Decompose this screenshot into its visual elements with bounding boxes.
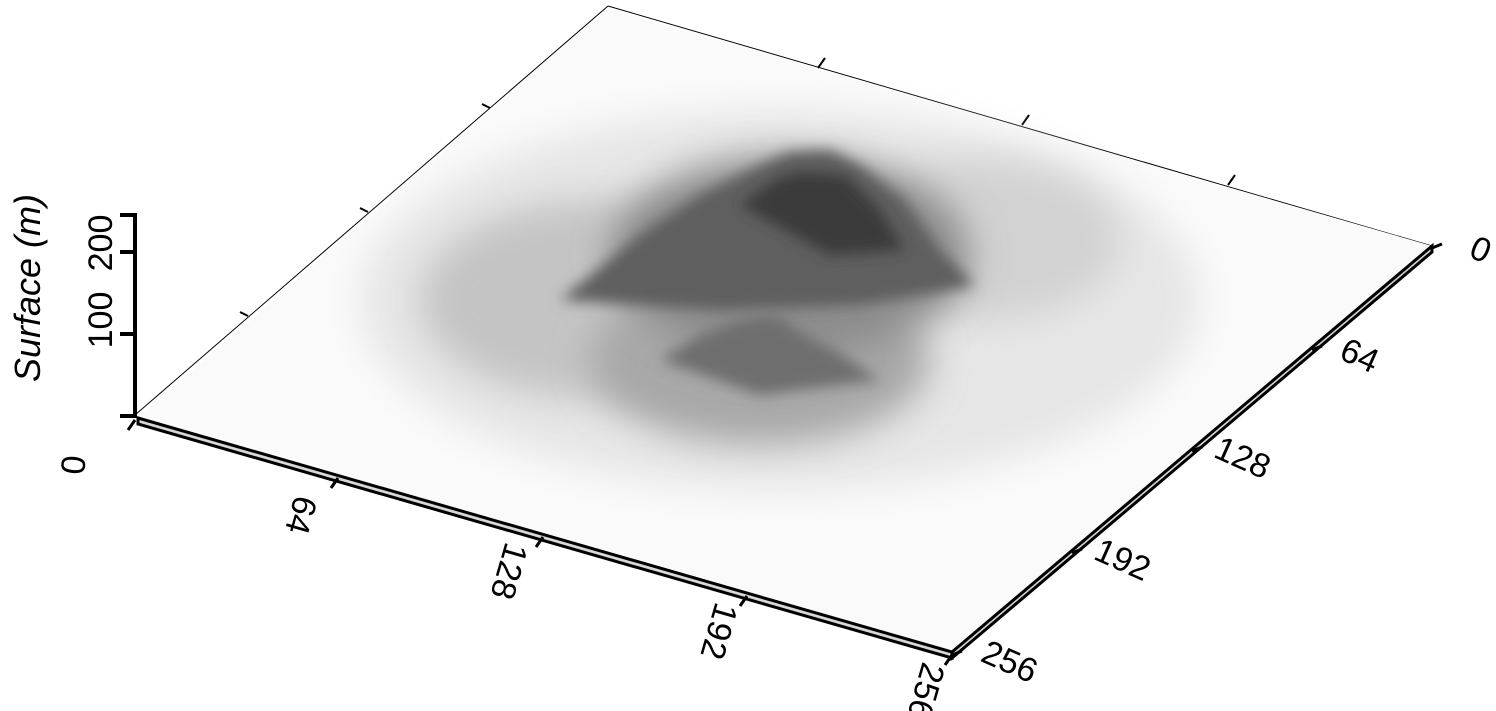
z-tick-labels: 100 200	[82, 215, 120, 349]
x-tick-labels: 0 64 128 192 256	[54, 454, 951, 711]
x-tick-label-192: 192	[692, 599, 744, 664]
z-tick-label-200: 200	[82, 215, 120, 272]
x-tick-label-0: 0	[54, 454, 94, 476]
terrain-surface	[360, 110, 1200, 490]
y-tick-label-64: 64	[1334, 331, 1384, 381]
back-edge-right	[607, 5, 1433, 247]
back-edge-left	[134, 5, 609, 416]
y-tick-label-192: 192	[1089, 531, 1156, 589]
y-tick-label-256: 256	[976, 633, 1043, 691]
back-tick-3	[1227, 174, 1236, 186]
z-axis	[120, 213, 137, 418]
z-axis-title: Surface (m)	[7, 194, 48, 382]
x-tick-label-256: 256	[899, 659, 951, 711]
terrain-secondary-peak	[660, 315, 880, 395]
back-tick-1	[817, 57, 826, 69]
terrain-peak	[560, 150, 975, 310]
y-tick-192	[1071, 547, 1083, 555]
front-axis-ticks	[126, 242, 1443, 666]
x-tick-0	[126, 419, 137, 431]
x-tick-192	[738, 595, 749, 607]
terrain-summit	[740, 172, 905, 255]
y-tick-label-0: 0	[1464, 229, 1496, 271]
z-tick-label-100: 100	[82, 292, 120, 349]
x-tick-128	[534, 536, 545, 548]
y-tick-256	[951, 649, 963, 657]
x-tick-label-64: 64	[277, 492, 324, 539]
back-tick-4	[359, 207, 369, 213]
y-tick-label-128: 128	[1209, 429, 1276, 487]
y-tick-128	[1191, 445, 1203, 453]
x-tick-256	[943, 654, 954, 666]
y-tick-64	[1311, 344, 1323, 352]
x-tick-label-128: 128	[482, 539, 534, 604]
back-tick-5	[481, 103, 491, 109]
back-tick-2	[1021, 114, 1030, 126]
x-tick-64	[329, 477, 340, 489]
back-tick-6	[239, 311, 249, 317]
back-frame	[134, 5, 1433, 416]
y-tick-0	[1431, 242, 1443, 250]
